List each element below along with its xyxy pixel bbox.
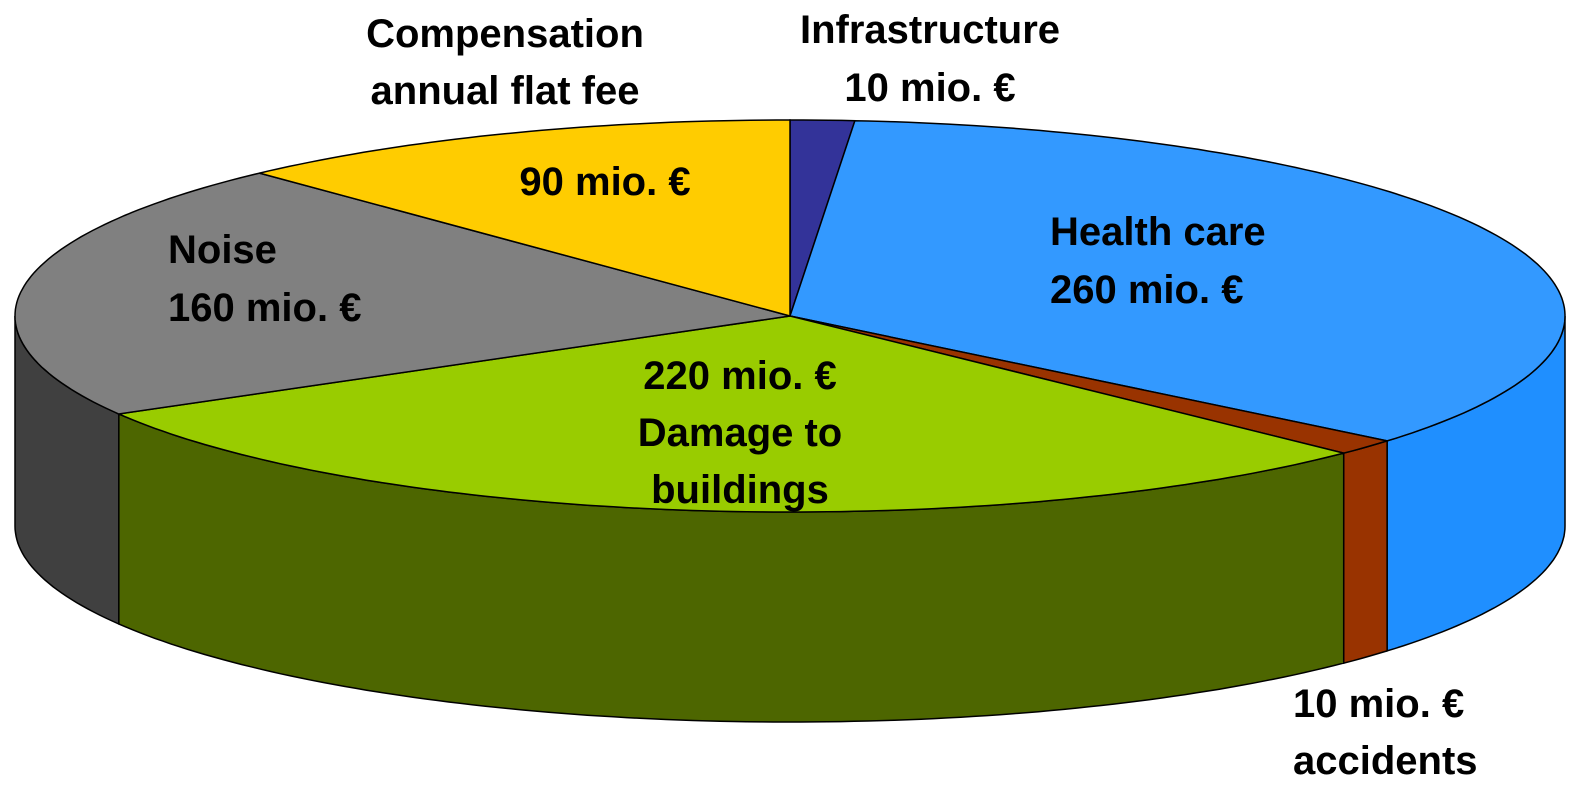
value-label: 10 mio. € <box>844 66 1016 110</box>
slice <box>789 315 1388 454</box>
value-label: 10 mio. € <box>1293 682 1465 726</box>
slice-label: Infrastructure <box>799 8 1061 52</box>
slice-label: Noise <box>168 228 277 272</box>
value-label: 260 mio. € <box>1050 268 1244 312</box>
slice <box>789 119 1566 442</box>
slice-label: accidents <box>1293 739 1478 783</box>
slice-side <box>1342 439 1388 665</box>
value-label: 160 mio. € <box>168 286 362 330</box>
slice <box>259 119 791 317</box>
slice <box>14 172 791 415</box>
value-label: 90 mio. € <box>519 160 691 204</box>
slice-label: Compensation annual flat fee <box>366 12 644 113</box>
slice-label: Health care <box>1050 210 1266 254</box>
slice-label: Damage to buildings <box>637 411 843 512</box>
value-label: 220 mio. € <box>643 354 837 398</box>
slice <box>116 315 1344 513</box>
